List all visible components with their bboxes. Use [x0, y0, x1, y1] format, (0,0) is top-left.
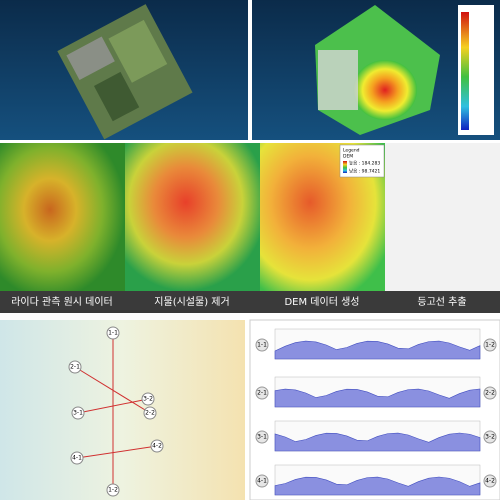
point-label: 3-1 — [73, 410, 83, 417]
point-marker — [150, 439, 164, 453]
point-marker — [143, 406, 157, 420]
profile-label: 1-1 — [257, 342, 267, 349]
profile-marker — [483, 338, 497, 352]
profile-label: 4-1 — [257, 478, 267, 485]
point-marker — [106, 483, 120, 497]
legend-high: 높음 : 184.283 — [349, 160, 380, 167]
profile-area — [274, 476, 481, 496]
profile-marker — [255, 386, 269, 400]
lidar-image — [0, 143, 125, 291]
legend-box — [339, 144, 385, 178]
profile-area — [274, 388, 481, 408]
contour-map — [0, 320, 245, 500]
profile-marker — [483, 474, 497, 488]
point-label: 2-2 — [145, 410, 155, 417]
point-marker — [68, 360, 82, 374]
profile-label: 1-2 — [485, 342, 495, 349]
caption: 라이다 관측 원시 데이터 — [11, 296, 113, 308]
profile-label: 2-1 — [257, 390, 267, 397]
elevation-map — [315, 5, 494, 135]
profile-marker — [483, 430, 497, 444]
profile-marker — [255, 474, 269, 488]
point-marker — [141, 392, 155, 406]
caption-bar — [0, 291, 500, 313]
profile-area — [274, 432, 481, 452]
point-label: 1-1 — [108, 330, 118, 337]
terrain-image — [125, 143, 260, 291]
legend-low: 낮음 : 98.7421 — [349, 168, 380, 175]
legend-layer: DEM — [343, 154, 353, 160]
section-lines — [74, 333, 158, 490]
point-label: 1-2 — [108, 487, 118, 494]
profile-marker — [483, 386, 497, 400]
profile-area — [274, 340, 481, 360]
point-marker — [71, 406, 85, 420]
contour-image — [385, 143, 500, 291]
profile-marker — [255, 338, 269, 352]
point-label: 4-2 — [152, 443, 162, 450]
profile-label: 3-2 — [485, 434, 495, 441]
point-label: 3-2 — [143, 396, 153, 403]
caption: 등고선 추출 — [417, 296, 466, 308]
point-label: 2-1 — [70, 364, 80, 371]
profile-marker — [255, 430, 269, 444]
caption: DEM 데이터 생성 — [284, 296, 359, 308]
point-label: 4-1 — [72, 455, 82, 462]
legend-ramp — [343, 161, 347, 173]
legend-title: Legend — [343, 148, 360, 154]
caption: 지물(시설물) 제거 — [154, 296, 229, 308]
profile-label: 2-2 — [485, 390, 495, 397]
aerial-photo — [57, 4, 193, 140]
point-marker — [70, 451, 84, 465]
point-marker — [106, 326, 120, 340]
profile-label: 4-2 — [485, 478, 495, 485]
profile-label: 3-1 — [257, 434, 267, 441]
